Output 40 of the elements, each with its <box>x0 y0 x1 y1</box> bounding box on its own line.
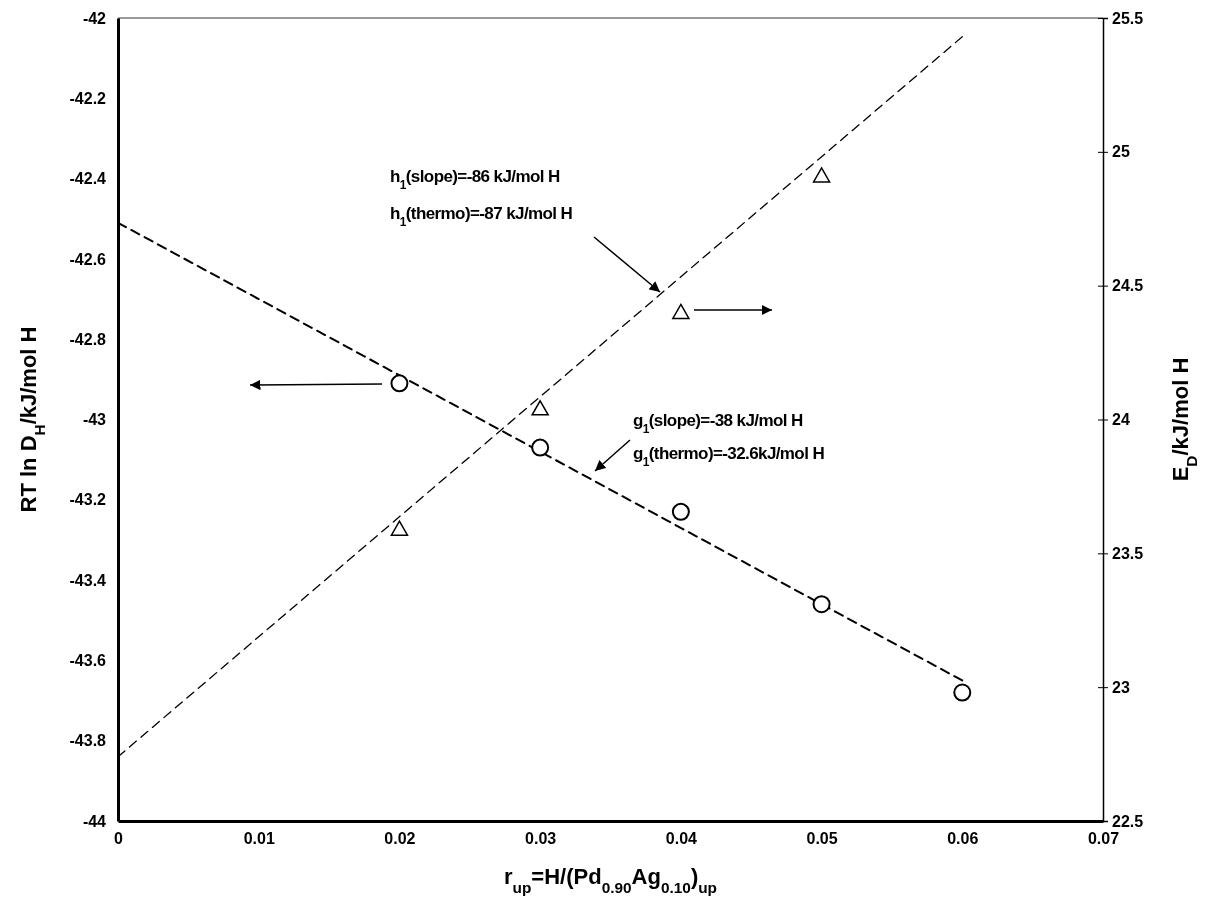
y-tick-label: -43.6 <box>69 652 107 670</box>
y-tick-label: -42.2 <box>69 89 107 107</box>
y-tick-label: -43.2 <box>69 491 107 509</box>
point <box>812 595 831 614</box>
annotation: h$_{1}$(slope)=-86 kJ/mol H <box>390 167 560 192</box>
x-axis-title: r$_{up}$=H/(Pd$_{0.90}$Ag$_{0.10}$)$_{up}$ <box>503 864 718 896</box>
y-tick-label: -44 <box>82 812 107 830</box>
y-tick-label: -42.6 <box>69 250 107 268</box>
point <box>531 400 549 416</box>
x-tick-label: 0.01 <box>243 830 275 848</box>
point <box>953 683 972 702</box>
y-tick-label: -42 <box>82 9 107 27</box>
x-tick-label: 0.06 <box>947 830 979 848</box>
y-tick-label: -43.4 <box>69 571 107 589</box>
x-tick-label: 0.03 <box>525 830 557 848</box>
point <box>390 520 409 536</box>
x-tick-label: 0 <box>114 830 124 848</box>
y2-tick-label: 25.5 <box>1112 9 1144 27</box>
y2-tick-label: 25 <box>1112 143 1130 161</box>
point <box>671 502 690 521</box>
point <box>672 303 690 320</box>
point <box>531 438 550 457</box>
y2-tick-label: 22.5 <box>1112 812 1144 830</box>
annotation: g$_{1}$(slope)=-38 kJ/mol H <box>633 411 803 436</box>
y-tick-label: -43 <box>82 411 107 429</box>
x-tick-label: 0.02 <box>384 830 416 848</box>
x-tick-label: 0.07 <box>1087 830 1120 848</box>
y2-tick-label: 23.5 <box>1112 544 1144 562</box>
y2-tick-label: 23 <box>1112 678 1130 696</box>
y-tick-label: -42.8 <box>69 330 107 348</box>
point <box>812 167 831 183</box>
y2-tick-label: 24 <box>1112 411 1130 429</box>
annotation: h$_{1}$(thermo)=-87 kJ/mol H <box>390 204 573 229</box>
annotation: g$_{1}$(thermo)=-32.6kJ/mol H <box>633 444 825 469</box>
x-tick-label: 0.05 <box>806 830 838 848</box>
point <box>390 374 409 393</box>
y2-tick-label: 24.5 <box>1112 277 1144 295</box>
x-tick-label: 0.04 <box>665 830 698 848</box>
y-tick-label: -43.8 <box>69 732 107 750</box>
y-tick-label: -42.4 <box>69 170 107 188</box>
